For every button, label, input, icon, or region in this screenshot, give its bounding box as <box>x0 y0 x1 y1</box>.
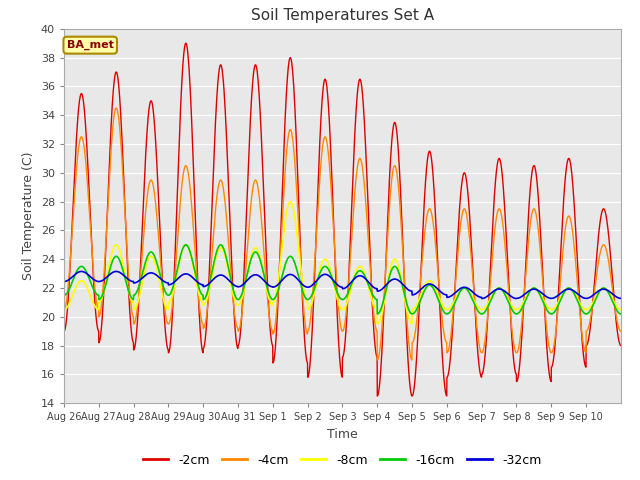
-16cm <box>408 311 416 317</box>
-4cm <box>374 357 381 363</box>
Line: -16cm: -16cm <box>64 245 621 314</box>
-32cm <box>499 287 506 293</box>
Line: -8cm: -8cm <box>64 202 621 324</box>
-4cm <box>532 211 540 217</box>
-8cm <box>532 286 540 292</box>
-32cm <box>174 276 182 281</box>
-4cm <box>499 220 506 226</box>
-2cm <box>532 170 540 176</box>
-32cm <box>617 296 625 301</box>
-32cm <box>414 289 422 295</box>
Title: Soil Temperatures Set A: Soil Temperatures Set A <box>251 9 434 24</box>
-16cm <box>617 311 625 317</box>
-16cm <box>499 288 506 293</box>
-32cm <box>532 287 540 292</box>
-2cm <box>60 328 68 334</box>
-8cm <box>414 299 422 305</box>
-16cm <box>60 292 68 298</box>
-8cm <box>287 199 294 204</box>
-2cm <box>611 305 619 311</box>
-4cm <box>611 305 619 311</box>
-2cm <box>174 171 182 177</box>
-32cm <box>478 296 486 301</box>
Legend: -2cm, -4cm, -8cm, -16cm, -32cm: -2cm, -4cm, -8cm, -16cm, -32cm <box>138 449 547 472</box>
X-axis label: Time: Time <box>327 428 358 441</box>
-16cm <box>463 287 471 292</box>
-32cm <box>463 285 471 291</box>
-4cm <box>617 328 625 334</box>
-32cm <box>611 293 619 299</box>
-2cm <box>499 176 506 182</box>
-2cm <box>617 343 625 348</box>
-2cm <box>182 40 189 46</box>
-8cm <box>617 307 625 312</box>
-16cm <box>414 303 422 309</box>
-8cm <box>611 301 619 307</box>
-8cm <box>463 287 471 292</box>
Y-axis label: Soil Temperature (C): Soil Temperature (C) <box>22 152 35 280</box>
-16cm <box>174 263 182 269</box>
-8cm <box>499 287 506 293</box>
-4cm <box>174 227 182 233</box>
Line: -2cm: -2cm <box>64 43 621 396</box>
-16cm <box>611 304 619 310</box>
-2cm <box>463 182 471 188</box>
-32cm <box>77 269 85 275</box>
-32cm <box>60 278 68 284</box>
-16cm <box>532 286 540 292</box>
-4cm <box>463 215 471 221</box>
-8cm <box>174 266 182 272</box>
-4cm <box>60 307 68 312</box>
Line: -4cm: -4cm <box>64 108 621 360</box>
Text: BA_met: BA_met <box>67 40 114 50</box>
-16cm <box>182 242 189 248</box>
-4cm <box>113 105 120 111</box>
-8cm <box>374 321 381 327</box>
Line: -32cm: -32cm <box>64 272 621 299</box>
-2cm <box>414 330 422 336</box>
-8cm <box>60 307 68 312</box>
-4cm <box>414 305 422 311</box>
-2cm <box>374 393 381 399</box>
